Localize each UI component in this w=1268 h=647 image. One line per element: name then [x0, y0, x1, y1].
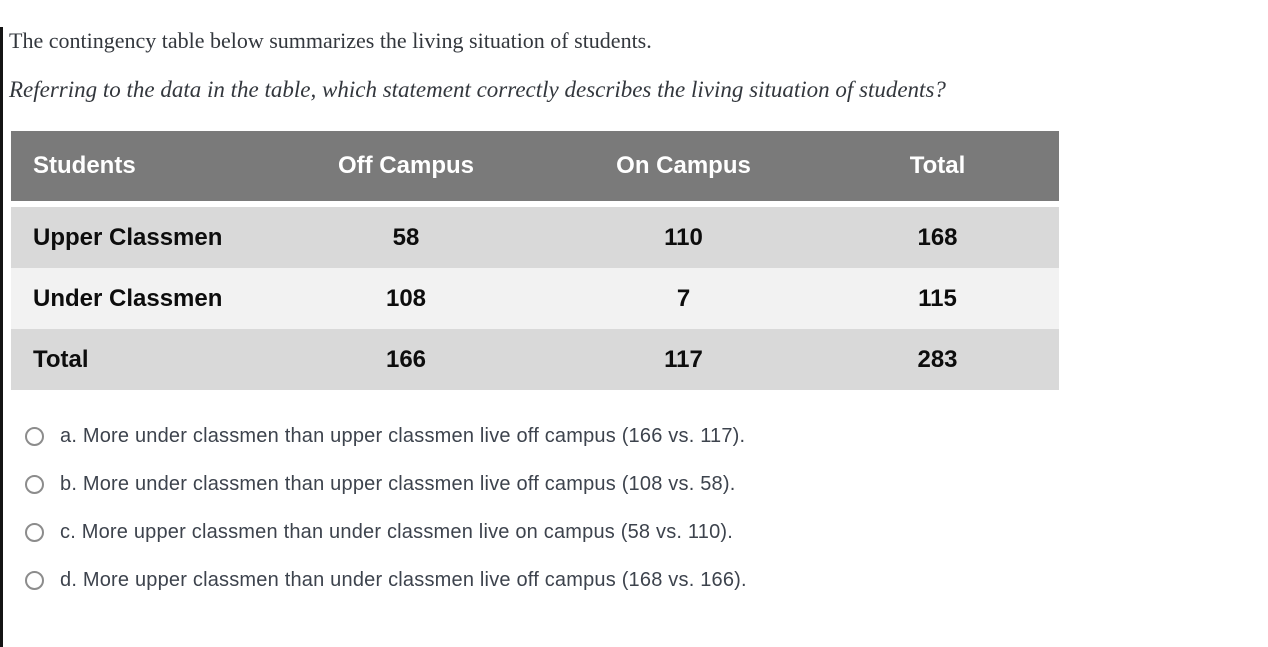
option-d-label[interactable]: d. More upper classmen than under classm…: [60, 568, 747, 591]
table-header-on-campus: On Campus: [616, 152, 751, 180]
table-header-total: Total: [909, 152, 966, 180]
cell-value: 110: [664, 223, 703, 251]
table-row-under-classmen: Under Classmen 108 7 115: [11, 268, 1059, 330]
option-c[interactable]: c. More upper classmen than under classm…: [25, 508, 1268, 556]
cell-value: 7: [676, 284, 691, 312]
radio-button-a[interactable]: [25, 426, 44, 446]
question-intro-text: The contingency table below summarizes t…: [9, 28, 652, 53]
cell-value: 58: [392, 223, 420, 251]
option-a-label[interactable]: a. More under classmen than upper classm…: [60, 424, 746, 447]
row-label: Upper Classmen: [33, 223, 223, 251]
option-b[interactable]: b. More under classmen than upper classm…: [25, 460, 1268, 508]
cell-value: 117: [664, 345, 703, 373]
question-prompt-text: Referring to the data in the table, whic…: [9, 76, 946, 102]
table-row-upper-classmen: Upper Classmen 58 110 168: [11, 207, 1059, 269]
table-header-students: Students: [33, 152, 136, 180]
cell-value: 166: [385, 345, 427, 373]
row-label: Total: [33, 345, 89, 373]
answer-options-list: a. More under classmen than upper classm…: [25, 412, 1268, 604]
cell-value: 168: [917, 223, 958, 251]
option-a[interactable]: a. More under classmen than upper classm…: [25, 412, 1268, 460]
table-row-total: Total 166 117 283: [11, 329, 1059, 391]
option-c-label[interactable]: c. More upper classmen than under classm…: [60, 520, 734, 543]
radio-button-b[interactable]: [25, 474, 44, 494]
radio-button-d[interactable]: [25, 570, 44, 590]
option-b-label[interactable]: b. More under classmen than upper classm…: [60, 472, 736, 495]
cell-value: 283: [917, 345, 958, 373]
contingency-table: Students Off Campus On Campus Total Uppe…: [11, 131, 1059, 391]
cell-value: 115: [918, 284, 957, 312]
table-header-off-campus: Off Campus: [337, 152, 474, 180]
table-header-row: Students Off Campus On Campus Total: [11, 131, 1059, 202]
quiz-question-page: { "colors": { "table_header_bg": "#7a7a7…: [0, 27, 1268, 647]
option-d[interactable]: d. More upper classmen than under classm…: [25, 556, 1268, 604]
cell-value: 108: [385, 284, 427, 312]
row-label: Under Classmen: [33, 284, 223, 312]
radio-button-c[interactable]: [25, 522, 44, 542]
